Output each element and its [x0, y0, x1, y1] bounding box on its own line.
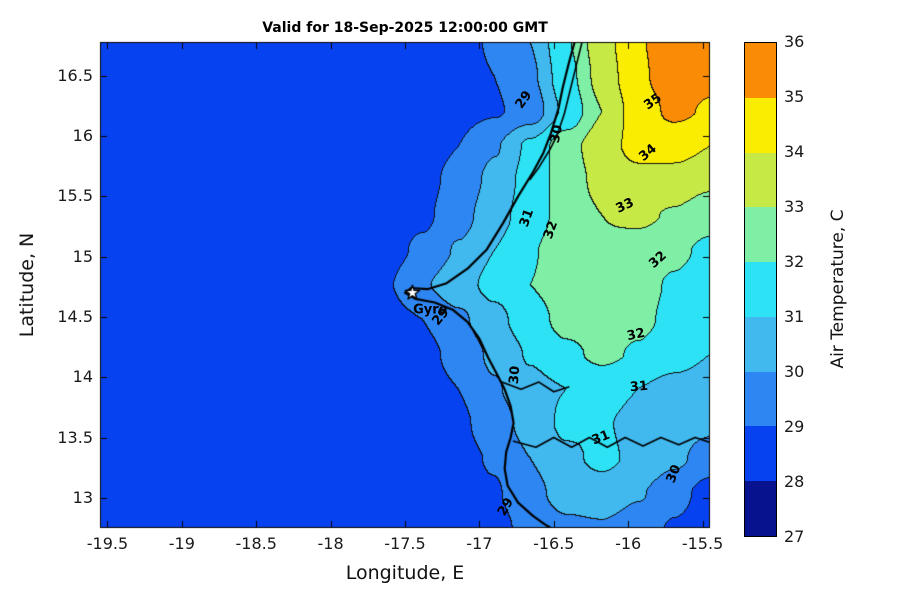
- x-axis-label: Longitude, E: [345, 562, 465, 584]
- colorbar-band: [745, 97, 776, 153]
- colorbar-band: [745, 152, 776, 208]
- colorbar-label: Air Temperature, C: [828, 209, 848, 369]
- colorbar-band: [745, 481, 776, 537]
- y-axis-label: Latitude, N: [16, 232, 38, 338]
- colorbar-band: [745, 426, 776, 482]
- plot-title: Valid for 18-Sep-2025 12:00:00 GMT: [262, 20, 548, 36]
- colorbar: [744, 42, 777, 537]
- colorbar-band: [745, 316, 776, 372]
- colorbar-band: [745, 207, 776, 263]
- gyre-marker-label: Gyre: [413, 302, 448, 318]
- colorbar-band: [745, 43, 776, 98]
- colorbar-band: [745, 371, 776, 427]
- colorbar-band: [745, 262, 776, 317]
